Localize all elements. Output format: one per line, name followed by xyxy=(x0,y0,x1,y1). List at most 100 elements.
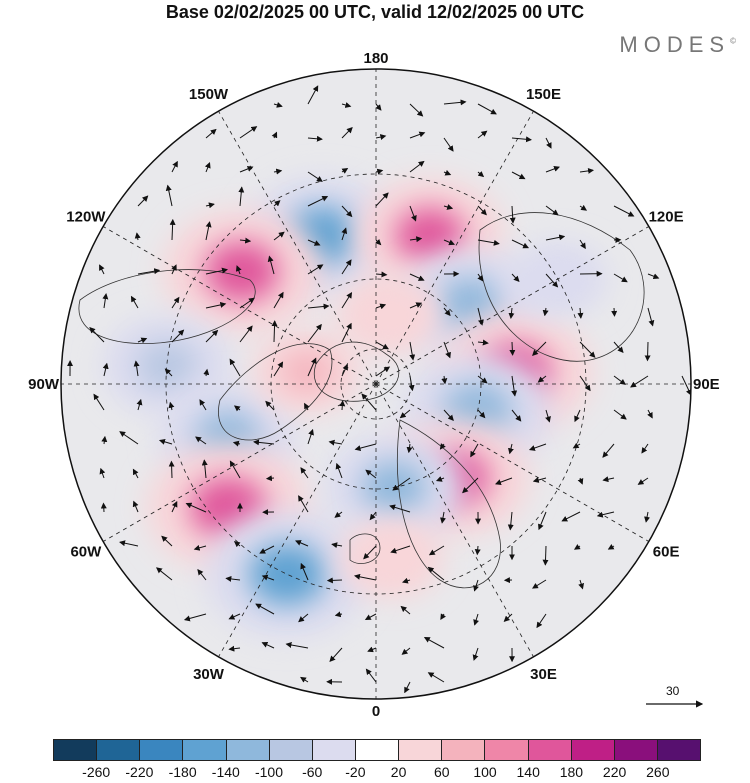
wind-vector xyxy=(119,431,139,445)
reference-vector xyxy=(646,700,704,708)
wind-vector xyxy=(365,668,377,683)
wind-vector xyxy=(307,323,322,343)
wind-vector xyxy=(298,495,309,513)
wind-vector xyxy=(532,579,547,589)
wind-vector xyxy=(201,459,208,479)
wind-vector xyxy=(647,307,655,327)
colorbar-label: 260 xyxy=(646,764,670,780)
wind-vector xyxy=(137,195,149,207)
wind-vector xyxy=(545,205,559,216)
longitude-label: 30E xyxy=(530,666,557,683)
colorbar-label: -180 xyxy=(168,764,197,780)
wind-vector xyxy=(542,307,549,317)
colorbar-swatch xyxy=(399,740,443,760)
wind-vector xyxy=(596,511,615,518)
wind-vector xyxy=(271,320,278,343)
wind-vector xyxy=(572,442,581,449)
wind-vector xyxy=(579,167,595,174)
wind-vector xyxy=(409,273,425,281)
wind-vector xyxy=(406,443,413,454)
wind-vector xyxy=(511,273,520,283)
longitude-label: 120E xyxy=(649,209,684,226)
wind-vector xyxy=(561,511,581,522)
wind-vector xyxy=(511,239,530,249)
wind-vector xyxy=(300,562,309,581)
wind-vector xyxy=(408,375,415,392)
colorbar-swatch xyxy=(54,740,98,760)
wind-vector xyxy=(171,160,178,173)
longitude-label: 60W xyxy=(70,544,102,561)
wind-vector xyxy=(477,409,486,419)
longitude-label: 30W xyxy=(193,666,225,683)
colorbar-label: -60 xyxy=(302,764,323,780)
wind-vector xyxy=(341,292,353,309)
wind-vector xyxy=(390,545,411,554)
wind-vector xyxy=(577,477,584,485)
wind-vector xyxy=(439,443,446,450)
wind-vector xyxy=(295,540,309,547)
wind-vector xyxy=(334,511,343,518)
anomaly-core xyxy=(395,207,465,264)
longitude-label: 0 xyxy=(372,703,380,720)
wind-vector xyxy=(341,227,348,241)
wind-vector xyxy=(341,205,353,218)
colorbar-swatch xyxy=(571,740,615,760)
wind-vector xyxy=(307,303,330,310)
wind-vector xyxy=(579,375,591,392)
wind-vector xyxy=(532,341,547,357)
anomaly-core xyxy=(204,241,280,302)
wind-vector xyxy=(367,646,377,653)
wind-vector xyxy=(409,236,423,243)
wind-vector xyxy=(578,579,585,590)
wind-vector xyxy=(507,511,514,531)
wind-vector xyxy=(334,611,343,618)
longitude-labels: 180 150E 120E 90E 60E 30E 0 30W 60W 90W 120W 150W xyxy=(28,50,720,720)
wind-vector xyxy=(630,375,649,388)
wind-vector xyxy=(134,232,141,241)
wind-vector xyxy=(232,440,241,447)
colorbar-swatch xyxy=(528,740,572,760)
wind-vector xyxy=(528,443,547,451)
wind-vector xyxy=(509,205,516,224)
wind-vector xyxy=(375,366,391,377)
wind-vector xyxy=(168,460,175,479)
wind-vector xyxy=(326,577,343,584)
wind-vector xyxy=(228,613,241,620)
wind-vector xyxy=(400,605,411,615)
wind-vector xyxy=(204,161,211,173)
wind-vector xyxy=(375,168,384,175)
wind-vector xyxy=(681,375,691,396)
wind-vector xyxy=(99,467,106,479)
colorbar-swatch xyxy=(226,740,270,760)
wind-vector xyxy=(477,171,485,178)
wind-vector xyxy=(440,613,447,621)
wind-vector xyxy=(511,171,526,180)
brand-mark: © xyxy=(730,36,736,46)
wind-vector xyxy=(233,405,241,412)
wind-vector xyxy=(427,566,445,581)
wind-vector xyxy=(389,504,411,513)
wind-vector xyxy=(259,545,275,554)
wind-vector xyxy=(574,409,581,423)
wind-vector xyxy=(238,186,245,207)
wind-vector xyxy=(508,307,515,320)
wind-vector xyxy=(171,500,178,513)
wind-vector xyxy=(509,341,516,356)
wind-vector xyxy=(307,264,324,275)
wind-vector xyxy=(538,511,547,531)
wind-vector xyxy=(300,676,309,683)
wind-vector xyxy=(545,166,560,173)
colorbar-swatch xyxy=(442,740,486,760)
longitude-label: 150E xyxy=(526,86,561,103)
wind-vector xyxy=(511,136,532,143)
wind-vector xyxy=(328,439,343,446)
wind-vector xyxy=(409,103,424,117)
wind-vector xyxy=(495,477,513,485)
wind-vector xyxy=(331,542,343,549)
colorbar-label: 220 xyxy=(602,764,627,780)
wind-vector xyxy=(273,231,285,241)
wind-vector xyxy=(537,375,547,383)
wind-vector xyxy=(435,476,445,482)
reference-vector-label: 30 xyxy=(666,684,680,698)
